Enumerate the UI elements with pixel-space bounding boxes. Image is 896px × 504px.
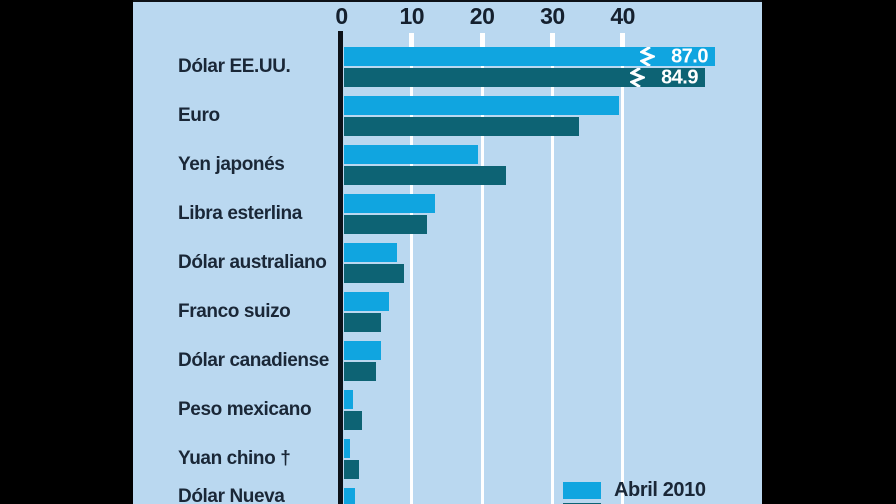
axis-tick-mark <box>549 33 555 48</box>
bar-dark <box>344 313 381 332</box>
bar-value-label: 87.0 <box>671 45 708 67</box>
bar-dark <box>344 166 506 185</box>
axis-break-icon <box>640 47 655 66</box>
axis-tick-mark <box>409 33 415 48</box>
chart-panel: 0 10 20 30 40 Dólar EE.UU. 87.0 84.9 Euro Yen ja… <box>133 0 762 504</box>
legend-swatch-light <box>563 482 601 499</box>
bar-dark <box>344 460 360 479</box>
axis-tick-label: 20 <box>469 3 495 29</box>
axis-tick-label: 40 <box>610 3 635 29</box>
gridline <box>621 33 625 504</box>
bar-light <box>344 243 398 262</box>
bar-light <box>344 145 478 164</box>
axis-tick-mark <box>479 33 485 48</box>
category-label: Dólar Nueva <box>178 486 285 504</box>
bar-value-label: 84.9 <box>661 66 698 88</box>
category-label: Franco suizo <box>178 301 291 322</box>
bar-light <box>344 292 389 311</box>
bar-dark <box>344 117 579 136</box>
bar-dark <box>344 264 405 283</box>
category-label: Dólar EE.UU. <box>178 56 291 77</box>
category-label: Peso mexicano <box>178 399 312 420</box>
axis-tick-label: 0 <box>335 3 348 29</box>
bar-dark <box>344 215 427 234</box>
bar-light <box>344 439 351 458</box>
bar-light <box>344 488 356 504</box>
axis-tick-label: 10 <box>399 3 425 29</box>
axis-tick-mark <box>620 33 626 48</box>
gridline <box>410 33 414 504</box>
gridline <box>550 33 554 504</box>
category-label: Yen japonés <box>178 154 285 175</box>
category-label: Libra esterlina <box>178 203 302 224</box>
category-label: Dólar australiano <box>178 252 327 273</box>
legend: Abril 2010 <box>563 479 706 502</box>
axis-break-icon <box>630 68 645 87</box>
bar-light <box>344 341 382 360</box>
category-label: Yuan chino † <box>178 448 291 469</box>
bar-dark: 84.9 <box>344 66 705 88</box>
bar-dark <box>344 362 377 381</box>
legend-label: Abril 2010 <box>614 479 706 501</box>
category-label: Dólar canadiense <box>178 350 329 371</box>
letterbox-right <box>762 0 896 504</box>
letterbox-left <box>0 0 133 504</box>
gridline <box>480 33 484 504</box>
bar-light: 87.0 <box>344 45 715 67</box>
bar-light <box>344 390 354 409</box>
bar-light <box>344 194 435 213</box>
axis-line <box>338 31 343 504</box>
bar-dark <box>344 411 362 430</box>
bar-light <box>344 96 619 115</box>
category-label: Euro <box>178 105 220 126</box>
axis-tick-label: 30 <box>540 3 565 29</box>
